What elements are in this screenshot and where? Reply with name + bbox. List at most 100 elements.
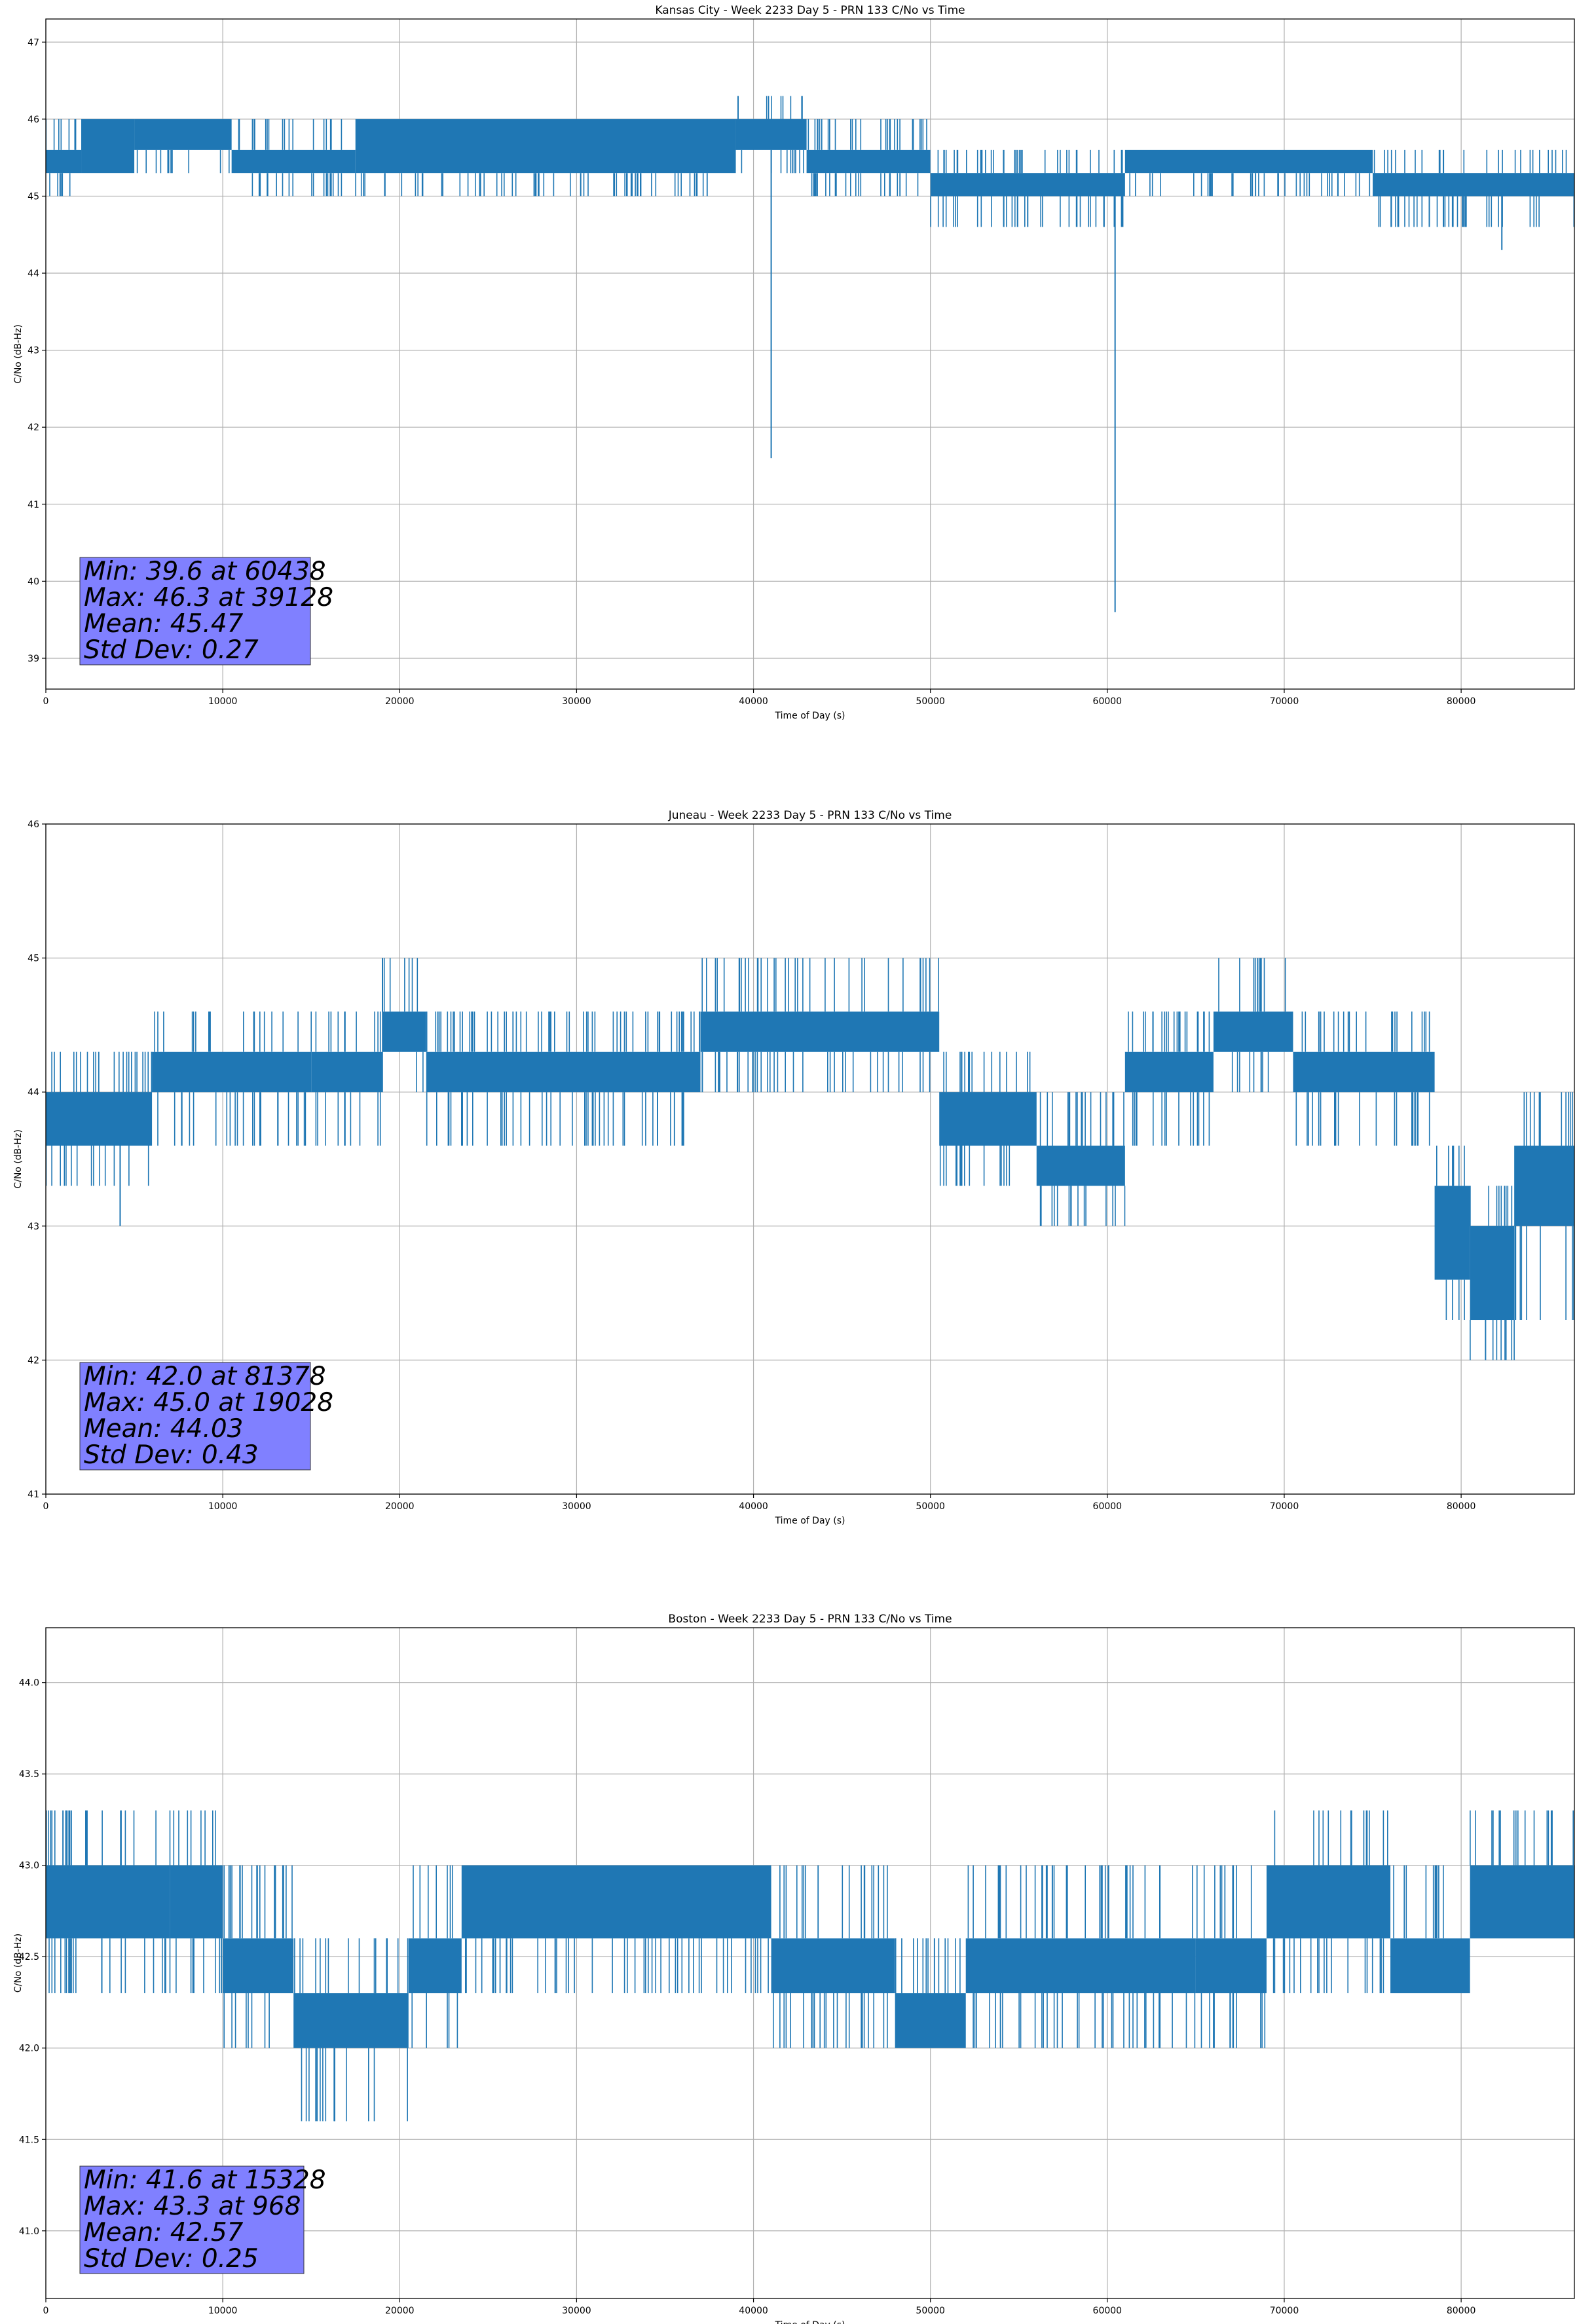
data-band	[1036, 1146, 1125, 1186]
y-tick-label: 42.0	[19, 2044, 39, 2054]
data-band	[311, 1051, 382, 1093]
data-band	[1470, 1226, 1515, 1321]
subplot-3: 0 10000 20000 30000 40000 50000 60000 70000 8000…	[13, 1613, 1575, 2324]
x-axis-label: Time of Day (s)	[775, 711, 845, 721]
data-band	[426, 1051, 701, 1093]
data-band	[408, 1938, 462, 1994]
data-band	[355, 119, 736, 174]
x-tick-label: 80000	[1447, 1501, 1476, 1512]
data-jitter	[238, 119, 343, 197]
x-tick-label: 40000	[739, 2306, 768, 2316]
y-tick-label: 41	[28, 500, 39, 510]
data-band	[735, 119, 807, 150]
stats-line: Mean: 42.57	[84, 2218, 244, 2247]
stats-line: Mean: 44.03	[84, 1414, 243, 1444]
data-band	[46, 1092, 153, 1146]
y-tick-label: 44	[28, 1087, 39, 1098]
data-jitter	[136, 149, 230, 174]
data-jitter	[169, 1810, 223, 1993]
y-tick-label: 47	[28, 37, 39, 48]
stats-line: Min: 41.6 at 15328	[84, 2165, 326, 2195]
data-jitter	[46, 119, 77, 197]
data-jitter	[1470, 1810, 1574, 1865]
x-axis-label: Time of Day (s)	[775, 2320, 845, 2324]
data-jitter	[967, 1865, 1196, 2048]
x-tick-label: 70000	[1270, 696, 1299, 707]
data-jitter	[1129, 173, 1371, 197]
stats-line: Mean: 45.47	[84, 609, 244, 639]
x-tick-label: 10000	[208, 696, 238, 707]
y-tick-label: 43.5	[19, 1769, 39, 1780]
data-jitter	[930, 149, 1124, 227]
x-tick-label: 50000	[916, 1501, 945, 1512]
series-line	[46, 1810, 1574, 2122]
data-band	[1124, 1051, 1214, 1093]
data-band	[1470, 1865, 1574, 1939]
data-band	[46, 1865, 170, 1939]
data-band	[1434, 1186, 1470, 1280]
x-tick-label: 80000	[1447, 696, 1476, 707]
x-tick-label: 20000	[385, 1501, 415, 1512]
data-band	[700, 1011, 940, 1052]
data-jitter	[807, 119, 927, 197]
y-tick-label: 42.5	[19, 1952, 39, 1962]
data-jitter	[355, 173, 708, 197]
stats-line: Max: 45.0 at 19028	[84, 1388, 333, 1417]
x-tick-label: 30000	[562, 1501, 591, 1512]
y-tick-label: 46	[28, 819, 39, 830]
data-band	[1124, 149, 1373, 174]
x-tick-label: 80000	[1447, 2306, 1476, 2316]
y-tick-label: 39	[28, 654, 39, 664]
data-band	[1266, 1865, 1391, 1939]
subplot-2: 0 10000 20000 30000 40000 50000 60000 70000 8000…	[13, 809, 1575, 1526]
x-axis-label: Time of Day (s)	[775, 1516, 845, 1526]
data-band	[1514, 1146, 1574, 1226]
axes-frame	[45, 823, 1575, 1495]
data-band	[81, 119, 135, 174]
axes-frame	[45, 1627, 1575, 2299]
data-jitter	[741, 96, 804, 174]
stats-box	[79, 557, 311, 665]
y-tick-label: 41.5	[19, 2135, 39, 2145]
data-band	[1293, 1051, 1435, 1093]
y-axis-label: C/No (dB-Hz)	[13, 1129, 24, 1188]
x-tick-label: 10000	[208, 1501, 238, 1512]
data-band	[223, 1938, 294, 1994]
x-tick-label: 0	[43, 696, 49, 707]
x-tick-label: 60000	[1093, 1501, 1122, 1512]
data-jitter	[895, 1938, 961, 1993]
data-jitter	[426, 1011, 701, 1146]
x-tick-label: 40000	[739, 1501, 768, 1512]
data-band	[46, 149, 82, 174]
x-tick-label: 0	[43, 2306, 49, 2316]
x-tick-label: 60000	[1093, 696, 1122, 707]
y-tick-label: 43	[28, 346, 39, 356]
x-tick-label: 10000	[208, 2306, 238, 2316]
y-tick-label: 43	[28, 1222, 39, 1232]
data-band	[1373, 173, 1574, 197]
data-band	[1390, 1938, 1470, 1994]
data-jitter	[1393, 1865, 1444, 1939]
data-band	[461, 1865, 771, 1939]
x-tick-label: 20000	[385, 2306, 415, 2316]
data-jitter	[46, 1051, 153, 1186]
stats-line: Std Dev: 0.27	[84, 635, 259, 665]
data-band	[1213, 1011, 1293, 1052]
data-jitter	[1197, 1865, 1266, 2048]
x-tick-label: 50000	[916, 2306, 945, 2316]
data-band	[170, 1865, 223, 1939]
chart-title: Juneau - Week 2233 Day 5 - PRN 133 C/No …	[668, 809, 952, 822]
y-tick-label: 44.0	[19, 1678, 39, 1689]
x-tick-label: 20000	[385, 696, 415, 707]
y-tick-label: 44	[28, 269, 39, 279]
data-jitter	[315, 1011, 381, 1146]
data-jitter	[1218, 958, 1286, 1093]
chart-title: Kansas City - Week 2233 Day 5 - PRN 133 …	[655, 4, 965, 17]
data-jitter	[1128, 1011, 1210, 1146]
x-tick-label: 60000	[1093, 2306, 1122, 2316]
x-tick-label: 30000	[562, 696, 591, 707]
data-band	[939, 1092, 1037, 1146]
data-jitter	[382, 958, 424, 1093]
stats-box	[79, 2165, 305, 2274]
y-tick-label: 45	[28, 954, 39, 964]
